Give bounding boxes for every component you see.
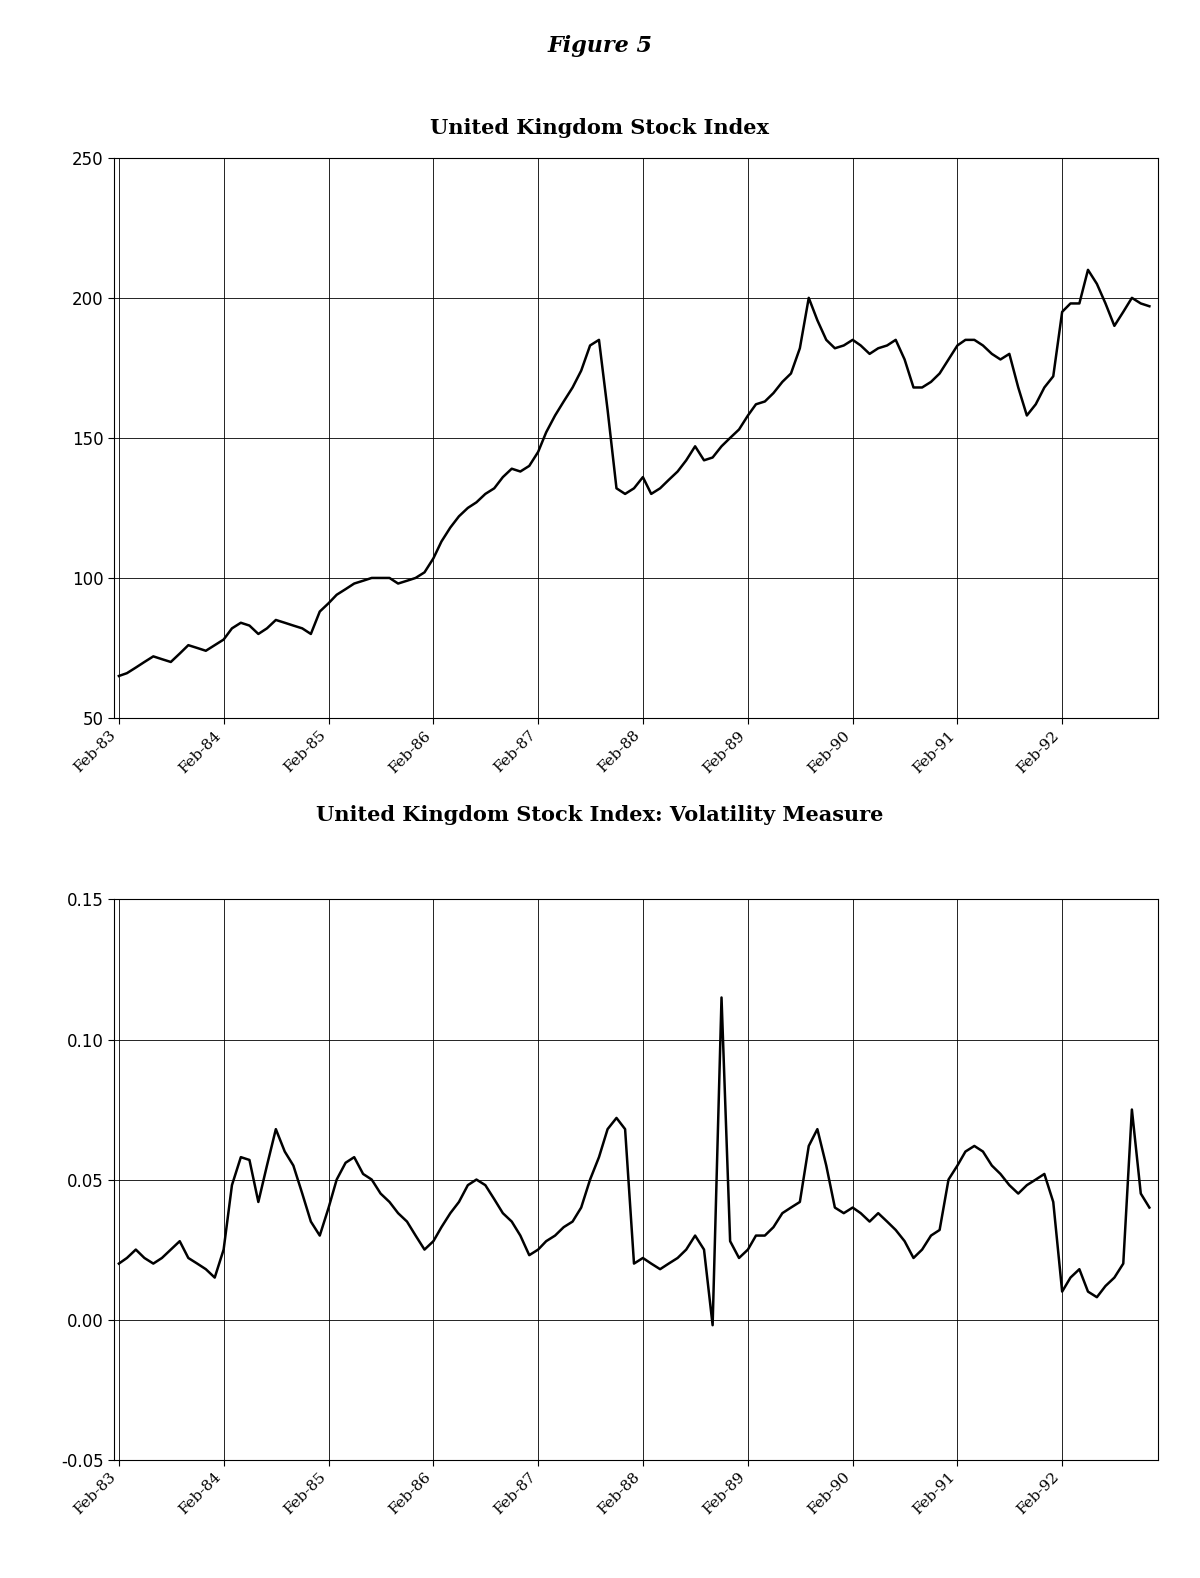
Text: United Kingdom Stock Index: United Kingdom Stock Index (431, 118, 769, 139)
Text: United Kingdom Stock Index: Volatility Measure: United Kingdom Stock Index: Volatility M… (317, 805, 883, 825)
Text: Figure 5: Figure 5 (547, 35, 653, 57)
